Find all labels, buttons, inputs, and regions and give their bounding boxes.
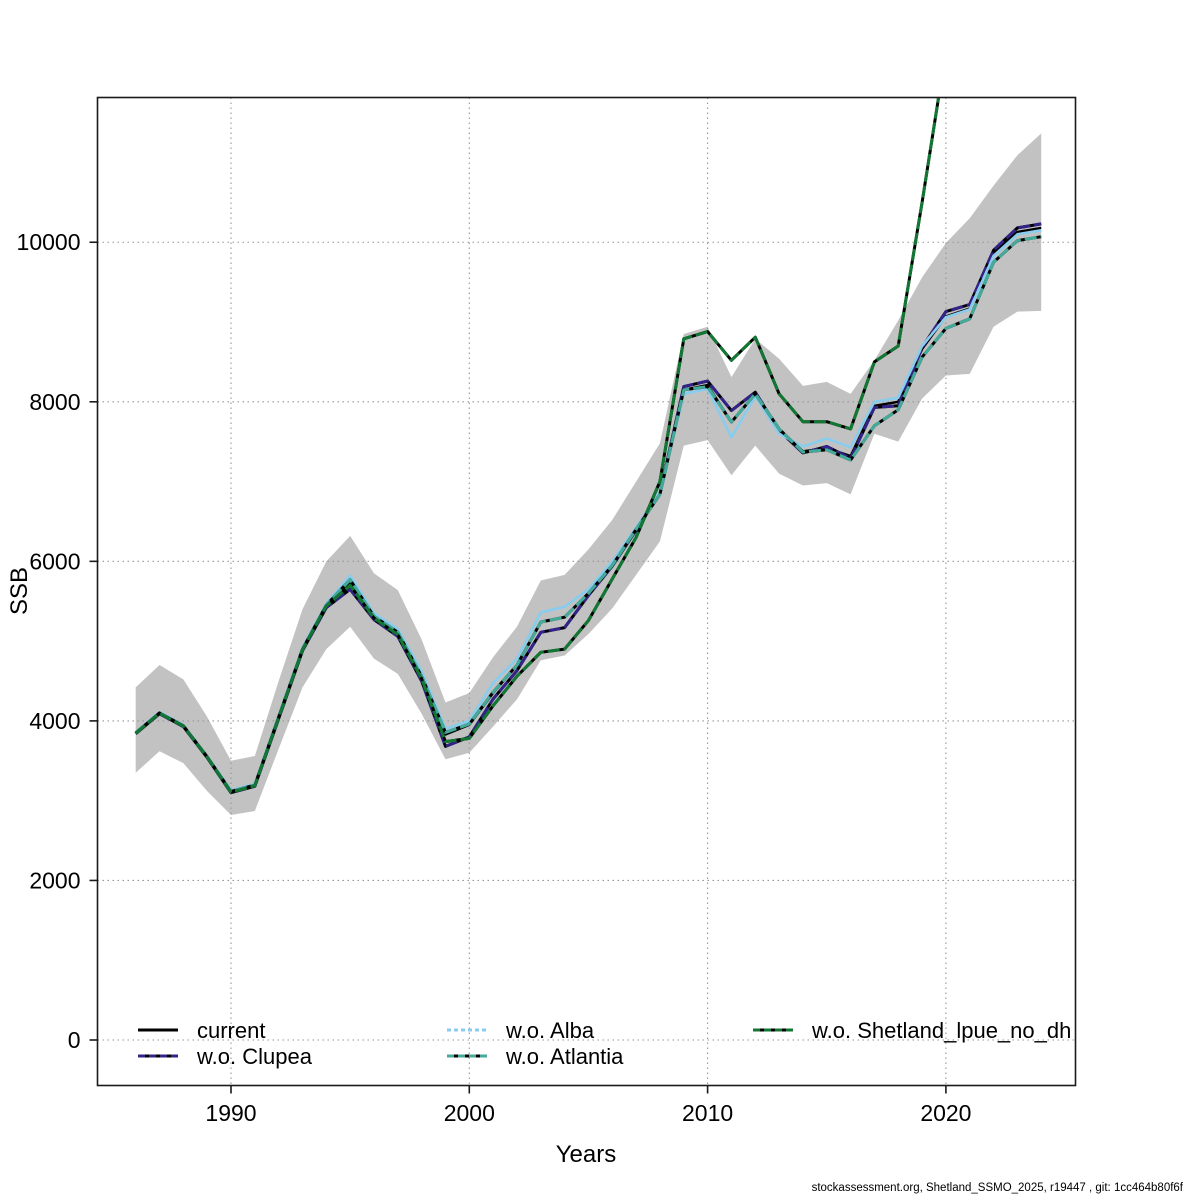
legend-label: current: [197, 1018, 265, 1043]
plot-box: [96, 96, 1077, 1087]
y-tick-label: 10000: [17, 229, 81, 255]
gridlines: [97, 97, 1076, 1086]
footer-attribution: stockassessment.org, Shetland_SSMO_2025,…: [812, 1182, 1184, 1194]
x-tick-label: 2000: [444, 1100, 495, 1126]
y-tick-label: 6000: [29, 548, 80, 574]
x-tick-label: 2020: [920, 1100, 971, 1126]
legend-label: w.o. Clupea: [196, 1044, 313, 1069]
x-tick-label: 1990: [205, 1100, 256, 1126]
y-tick-label: 0: [68, 1027, 81, 1053]
y-tick-label: 8000: [29, 389, 80, 415]
legend-item-current: current: [138, 1018, 265, 1043]
series-lines: [134, 97, 1042, 795]
legend-item-w-o-alba: w.o. Alba: [447, 1018, 595, 1043]
legend-label: w.o. Alba: [505, 1018, 595, 1043]
y-tick-label: 2000: [29, 867, 80, 893]
y-axis-title: SSB: [6, 567, 33, 615]
y-tick-label: 4000: [29, 708, 80, 734]
legend-label: w.o. Shetland_lpue_no_dh: [811, 1018, 1071, 1043]
axis-ticks-and-labels: 0 2000 4000 6000 8000 10000 1990 2000 2010 2020: [17, 229, 972, 1126]
legend-item-w-o-atlantia: w.o. Atlantia: [447, 1044, 624, 1069]
x-tick-label: 2010: [682, 1100, 733, 1126]
legend-label: w.o. Atlantia: [505, 1044, 624, 1069]
legend-item-w-o-shetland-lpue-no-dh: w.o. Shetland_lpue_no_dh: [753, 1018, 1071, 1043]
series-w-o-shetland-lpue-no-dh-line: [134, 97, 941, 794]
legend-item-w-o-clupea: w.o. Clupea: [138, 1044, 313, 1069]
x-axis-title: Years: [556, 1141, 617, 1168]
